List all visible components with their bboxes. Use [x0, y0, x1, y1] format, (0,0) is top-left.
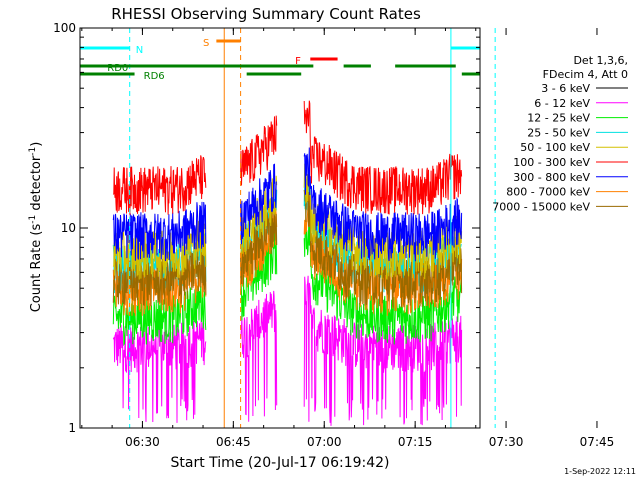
- flag-label: S: [203, 38, 209, 49]
- x-tick-label: 06:30: [125, 435, 160, 449]
- legend-entry-label: 7000 - 15000 keV: [492, 200, 590, 213]
- legend-entry-label: 12 - 25 keV: [527, 112, 590, 125]
- axis-layer: 06:30 06:45 07:00 07:15 07:30 07:45 1 10 100: [53, 21, 614, 449]
- legend-entry-label: 300 - 800 keV: [513, 171, 590, 184]
- series-line: [303, 275, 463, 426]
- legend-entry-label: 800 - 7000 keV: [506, 186, 590, 199]
- x-tick-label: 06:45: [216, 435, 251, 449]
- flag-label: RD6: [144, 71, 165, 82]
- y-tick-label: 100: [53, 21, 76, 35]
- footer-timestamp: 1-Sep-2022 12:11: [564, 467, 636, 476]
- flag-label: F: [295, 56, 301, 67]
- x-tick-label: 07:00: [307, 435, 342, 449]
- series-line: [112, 155, 207, 215]
- series-line: [303, 189, 463, 308]
- series-line: [112, 220, 207, 280]
- flag-label: RD0: [107, 63, 128, 74]
- legend-entry-label: 100 - 300 keV: [513, 156, 590, 169]
- series-layer: [112, 100, 463, 426]
- legend-entry-label: 3 - 6 keV: [541, 82, 590, 95]
- x-tick-label: 07:45: [580, 435, 615, 449]
- series-line: [112, 281, 207, 347]
- series-line: [303, 147, 463, 262]
- legend-entry-label: 50 - 100 keV: [520, 141, 590, 154]
- series-line: [240, 163, 278, 245]
- series-line: [240, 290, 278, 422]
- legend-header-line2: FDecim 4, Att 0: [543, 68, 628, 81]
- series-line: [240, 115, 278, 186]
- series-line: [112, 254, 207, 316]
- y-axis-label: Count Rate (s-1 detector-1): [28, 142, 44, 313]
- series-line: [303, 100, 463, 215]
- legend-header-line1: Det 1,3,6,: [573, 54, 628, 67]
- legend-entry-label: 6 - 12 keV: [534, 97, 590, 110]
- y-tick-label: 1: [68, 421, 76, 435]
- x-tick-label: 07:15: [398, 435, 433, 449]
- x-tick-label: 07:30: [489, 435, 524, 449]
- series-line: [112, 317, 207, 423]
- chart-title: RHESSI Observing Summary Count Rates: [111, 5, 421, 23]
- legend-entry-label: 25 - 50 keV: [527, 126, 590, 139]
- flag-label: N: [136, 45, 143, 56]
- y-tick-label: 10: [61, 221, 76, 235]
- series-line: [112, 201, 207, 262]
- legend: Det 1,3,6, FDecim 4, Att 0 3 - 6 keV 6 - …: [492, 54, 628, 213]
- x-axis-label: Start Time (20-Jul-17 06:19:42): [170, 455, 389, 471]
- flag-layer: N S F RD0 RD6: [80, 28, 496, 428]
